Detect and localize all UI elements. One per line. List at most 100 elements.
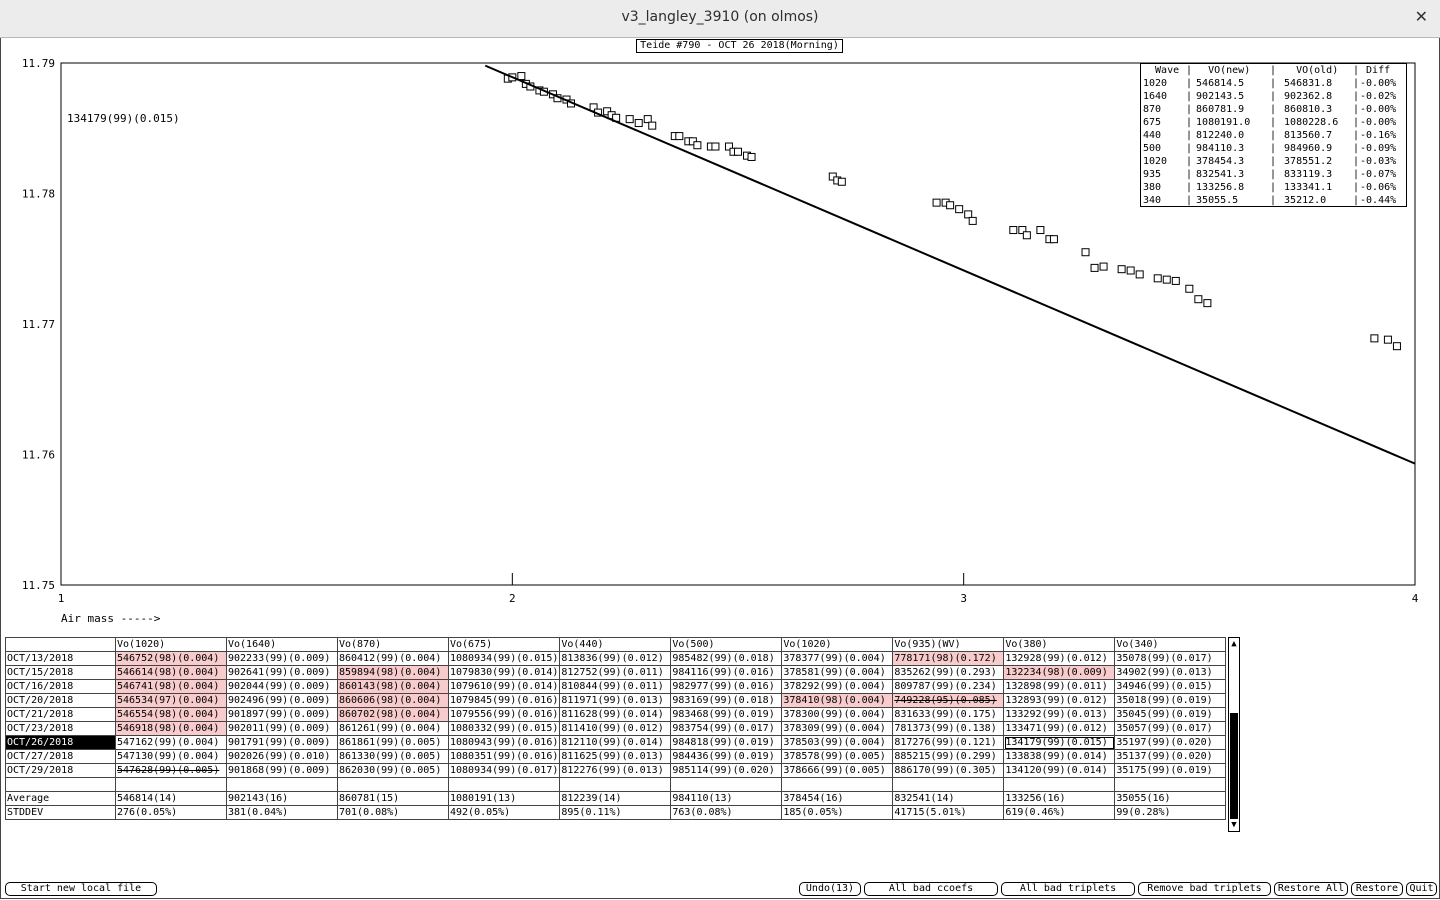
vo-cell[interactable]: 378309(99)(0.004) — [781, 721, 894, 736]
vo-cell[interactable]: 811625(99)(0.013) — [559, 749, 672, 764]
scroll-thumb[interactable] — [1230, 713, 1238, 819]
vo-cell[interactable]: 546918(98)(0.004) — [115, 721, 227, 736]
all-bad-triplets-button[interactable]: All bad triplets — [1001, 882, 1135, 896]
row-date[interactable]: OCT/15/2018 — [5, 665, 116, 680]
row-date[interactable]: OCT/26/2018 — [5, 735, 116, 750]
vo-cell[interactable]: 861330(99)(0.005) — [337, 749, 449, 764]
vo-cell[interactable]: 781373(99)(0.138) — [892, 721, 1005, 736]
quit-button[interactable]: Quit — [1406, 882, 1437, 896]
vo-cell[interactable]: 902011(99)(0.009) — [226, 721, 338, 736]
vo-cell[interactable]: 132234(98)(0.009) — [1003, 665, 1116, 680]
vo-cell[interactable]: 831633(99)(0.175) — [892, 707, 1005, 722]
vo-cell[interactable]: 35078(99)(0.017) — [1114, 651, 1227, 666]
vo-cell[interactable]: 886170(99)(0.305) — [892, 763, 1005, 778]
vo-cell[interactable]: 809787(99)(0.234) — [892, 679, 1005, 694]
vo-cell[interactable]: 546741(98)(0.004) — [115, 679, 227, 694]
vo-cell[interactable]: 35057(99)(0.017) — [1114, 721, 1227, 736]
row-date[interactable]: OCT/16/2018 — [5, 679, 116, 694]
vo-cell[interactable]: 812276(99)(0.013) — [559, 763, 672, 778]
vo-cell[interactable]: 133838(99)(0.014) — [1003, 749, 1116, 764]
vo-cell[interactable]: 378503(99)(0.004) — [781, 735, 894, 750]
restore-button[interactable]: Restore — [1351, 882, 1403, 896]
vo-cell[interactable]: 378300(99)(0.004) — [781, 707, 894, 722]
vo-cell[interactable]: 901791(99)(0.009) — [226, 735, 338, 750]
vo-cell[interactable]: 983468(99)(0.019) — [670, 707, 783, 722]
vo-cell[interactable]: 378666(99)(0.005) — [781, 763, 894, 778]
table-scrollbar[interactable]: ▲ ▼ — [1228, 637, 1240, 832]
vo-cell[interactable]: 778171(98)(0.172) — [892, 651, 1005, 666]
vo-cell[interactable]: 813836(99)(0.012) — [559, 651, 672, 666]
vo-cell[interactable]: 35175(99)(0.019) — [1114, 763, 1227, 778]
vo-cell[interactable]: 1080934(99)(0.015) — [447, 651, 561, 666]
vo-cell[interactable]: 901868(99)(0.009) — [226, 763, 338, 778]
row-date[interactable]: OCT/27/2018 — [5, 749, 116, 764]
vo-cell[interactable]: 885215(99)(0.299) — [892, 749, 1005, 764]
vo-cell[interactable]: 547628(99)(0.005) — [115, 763, 227, 778]
vo-cell[interactable]: 835262(99)(0.293) — [892, 665, 1005, 680]
close-icon[interactable]: ✕ — [1414, 7, 1428, 26]
vo-cell[interactable]: 35045(99)(0.019) — [1114, 707, 1227, 722]
vo-cell[interactable]: 861261(99)(0.004) — [337, 721, 449, 736]
vo-cell[interactable]: 812752(99)(0.011) — [559, 665, 672, 680]
vo-cell[interactable]: 902233(99)(0.009) — [226, 651, 338, 666]
vo-cell[interactable]: 35137(99)(0.020) — [1114, 749, 1227, 764]
vo-cell[interactable]: 134120(99)(0.014) — [1003, 763, 1116, 778]
row-date[interactable]: OCT/23/2018 — [5, 721, 116, 736]
langley-chart[interactable]: 11.79 11.78 11.77 11.76 11.75 1 2 3 4 134179(99… — [0, 50, 1440, 630]
all-bad-coefs-button[interactable]: All bad ccoefs — [864, 882, 998, 896]
vo-cell[interactable]: 811628(99)(0.014) — [559, 707, 672, 722]
vo-cell[interactable]: 35197(99)(0.020) — [1114, 735, 1227, 750]
vo-cell[interactable]: 378377(99)(0.004) — [781, 651, 894, 666]
vo-cell[interactable]: 902026(99)(0.010) — [226, 749, 338, 764]
vo-cell[interactable]: 985114(99)(0.020) — [670, 763, 783, 778]
vo-cell[interactable]: 1079556(99)(0.016) — [447, 707, 561, 722]
vo-cell[interactable]: 984818(99)(0.019) — [670, 735, 783, 750]
vo-cell[interactable]: 546614(98)(0.004) — [115, 665, 227, 680]
vo-cell[interactable]: 134179(99)(0.015) — [1003, 735, 1116, 750]
row-date[interactable]: OCT/13/2018 — [5, 651, 116, 666]
vo-cell[interactable]: 985482(99)(0.018) — [670, 651, 783, 666]
start-new-local-file-button[interactable]: Start new local file — [5, 882, 157, 896]
vo-cell[interactable]: 547162(99)(0.004) — [115, 735, 227, 750]
vo-cell[interactable]: 982977(99)(0.016) — [670, 679, 783, 694]
vo-cell[interactable]: 1079610(99)(0.014) — [447, 679, 561, 694]
vo-cell[interactable]: 810844(99)(0.011) — [559, 679, 672, 694]
vo-cell[interactable]: 902641(99)(0.009) — [226, 665, 338, 680]
vo-cell[interactable]: 983169(99)(0.018) — [670, 693, 783, 708]
vo-cell[interactable]: 901897(99)(0.009) — [226, 707, 338, 722]
vo-cell[interactable]: 132893(99)(0.012) — [1003, 693, 1116, 708]
row-date[interactable]: OCT/20/2018 — [5, 693, 116, 708]
vo-cell[interactable]: 35018(99)(0.019) — [1114, 693, 1227, 708]
vo-cell[interactable]: 984116(99)(0.016) — [670, 665, 783, 680]
vo-cell[interactable]: 817276(99)(0.121) — [892, 735, 1005, 750]
vo-cell[interactable]: 1080332(99)(0.015) — [447, 721, 561, 736]
vo-cell[interactable]: 860143(98)(0.004) — [337, 679, 449, 694]
vo-cell[interactable]: 983754(99)(0.017) — [670, 721, 783, 736]
vo-cell[interactable]: 132898(99)(0.011) — [1003, 679, 1116, 694]
scroll-down-icon[interactable]: ▼ — [1231, 820, 1237, 830]
remove-bad-triplets-button[interactable]: Remove bad triplets — [1138, 882, 1271, 896]
vo-cell[interactable]: 862030(99)(0.005) — [337, 763, 449, 778]
vo-cell[interactable]: 1079830(99)(0.014) — [447, 665, 561, 680]
vo-cell[interactable]: 860702(98)(0.004) — [337, 707, 449, 722]
scroll-up-icon[interactable]: ▲ — [1231, 639, 1237, 649]
vo-cell[interactable]: 811410(99)(0.012) — [559, 721, 672, 736]
vo-cell[interactable]: 811971(99)(0.013) — [559, 693, 672, 708]
vo-cell[interactable]: 984436(99)(0.019) — [670, 749, 783, 764]
vo-cell[interactable]: 34946(99)(0.015) — [1114, 679, 1227, 694]
vo-cell[interactable]: 546752(98)(0.004) — [115, 651, 227, 666]
vo-cell[interactable]: 378292(99)(0.004) — [781, 679, 894, 694]
vo-cell[interactable]: 34902(99)(0.013) — [1114, 665, 1227, 680]
vo-cell[interactable]: 546534(97)(0.004) — [115, 693, 227, 708]
vo-cell[interactable]: 1080351(99)(0.016) — [447, 749, 561, 764]
vo-cell[interactable]: 133471(99)(0.012) — [1003, 721, 1116, 736]
undo-button[interactable]: Undo(13) — [799, 882, 861, 896]
row-date[interactable]: OCT/21/2018 — [5, 707, 116, 722]
vo-cell[interactable]: 861861(99)(0.005) — [337, 735, 449, 750]
vo-cell[interactable]: 132928(99)(0.012) — [1003, 651, 1116, 666]
row-date[interactable]: OCT/29/2018 — [5, 763, 116, 778]
vo-cell[interactable]: 1080934(99)(0.017) — [447, 763, 561, 778]
vo-cell[interactable]: 812110(99)(0.014) — [559, 735, 672, 750]
vo-cell[interactable]: 378410(98)(0.004) — [781, 693, 894, 708]
vo-cell[interactable]: 902496(99)(0.009) — [226, 693, 338, 708]
